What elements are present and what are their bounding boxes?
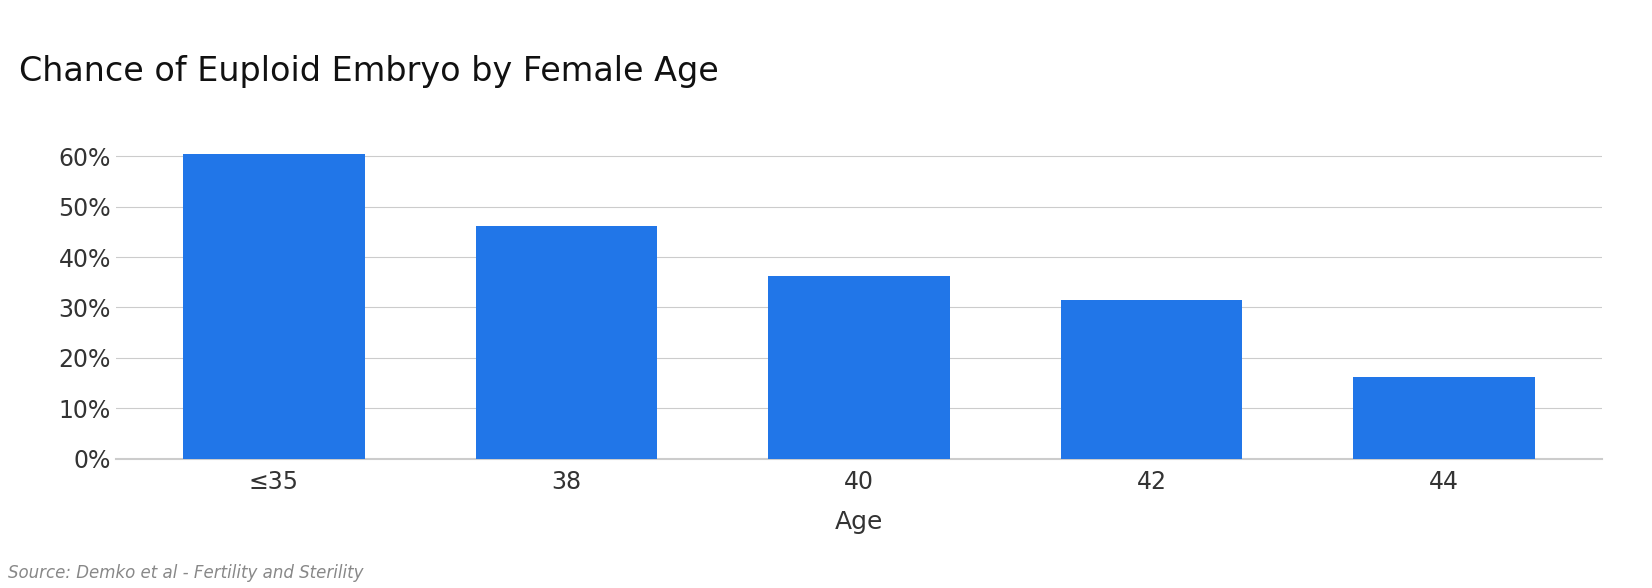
Text: Chance of Euploid Embryo by Female Age: Chance of Euploid Embryo by Female Age bbox=[20, 55, 719, 88]
Bar bbox=[768, 276, 950, 459]
Bar bbox=[183, 153, 365, 459]
X-axis label: Age: Age bbox=[834, 510, 884, 534]
Bar bbox=[1353, 377, 1535, 459]
Bar bbox=[1061, 300, 1242, 459]
Bar bbox=[476, 226, 657, 459]
Text: Source: Demko et al - Fertility and Sterility: Source: Demko et al - Fertility and Ster… bbox=[8, 564, 363, 582]
